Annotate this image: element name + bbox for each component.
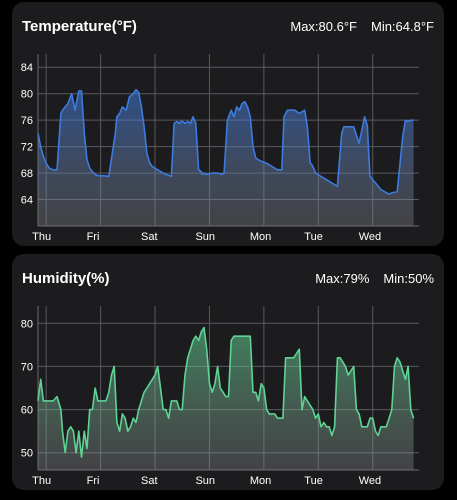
temperature-header: Temperature(°F) Max:80.6°F Min:64.8°F — [22, 16, 434, 36]
temperature-xtick-label: Sun — [195, 231, 215, 243]
humidity-xtick-label: Thu — [32, 475, 51, 487]
temperature-xtick-label: Tue — [304, 231, 323, 243]
temperature-xtick-label: Sat — [141, 231, 158, 243]
humidity-card: Humidity(%) Max:79% Min:50% 50 60 70 80 Thu F… — [12, 254, 444, 490]
temperature-ytick-label: 72 — [21, 142, 33, 154]
temperature-xtick-label: Thu — [32, 231, 51, 243]
humidity-series-line — [37, 326, 415, 458]
humidity-chart: 50 60 70 80 Thu Fri Sat Sun Mon Tue Wed — [21, 306, 419, 487]
humidity-title: Humidity(%) — [22, 269, 110, 287]
temperature-xtick-label: Wed — [359, 231, 381, 243]
humidity-header: Humidity(%) Max:79% Min:50% — [22, 268, 434, 288]
temperature-title: Temperature(°F) — [22, 17, 137, 35]
humidity-xtick-label: Sun — [195, 475, 215, 487]
humidity-ytick-label: 60 — [21, 405, 33, 417]
temperature-xtick-label: Mon — [250, 231, 271, 243]
temperature-chart: 64 68 72 76 80 84 Thu Fri Sat Sun Mon Tue Wed — [21, 54, 419, 243]
humidity-xtick-label: Fri — [87, 475, 100, 487]
humidity-xtick-label: Tue — [304, 475, 323, 487]
temperature-ytick-label: 84 — [21, 62, 33, 74]
temperature-min: Min:64.8°F — [370, 18, 434, 34]
humidity-xtick-label: Wed — [359, 475, 381, 487]
temperature-xtick-label: Fri — [87, 231, 100, 243]
temperature-ytick-label: 76 — [21, 115, 33, 127]
temperature-ytick-label: 64 — [21, 195, 33, 207]
humidity-min: Min:50% — [383, 270, 434, 286]
humidity-ytick-label: 50 — [21, 448, 33, 460]
temperature-card: Temperature(°F) Max:80.6°F Min:64.8°F 64… — [12, 2, 444, 246]
temperature-ytick-label: 80 — [21, 89, 33, 101]
humidity-ytick-label: 80 — [21, 318, 33, 330]
temperature-max: Max:80.6°F — [290, 18, 357, 34]
temperature-series-line — [37, 88, 414, 195]
temperature-ytick-label: 68 — [21, 168, 33, 180]
humidity-xtick-label: Sat — [141, 475, 158, 487]
humidity-ytick-label: 70 — [21, 361, 33, 373]
humidity-max: Max:79% — [315, 270, 370, 286]
humidity-series-area — [38, 327, 414, 470]
humidity-xtick-label: Mon — [250, 475, 271, 487]
